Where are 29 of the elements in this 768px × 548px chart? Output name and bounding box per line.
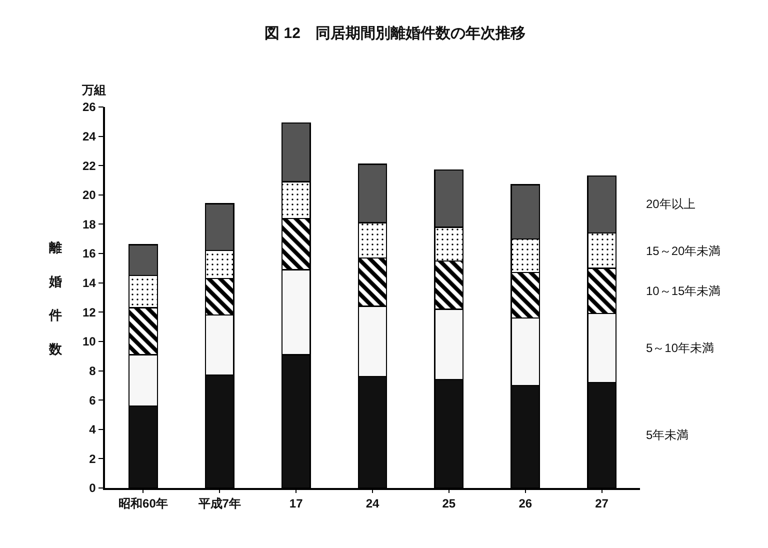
- y-tick-label: 22: [82, 158, 96, 173]
- text: 20年以上: [646, 197, 696, 211]
- x-tick-label: 24: [366, 496, 380, 510]
- chart-title: 図 12 同居期間別離婚件数の年次推移: [264, 25, 526, 42]
- y-tick-label: 14: [82, 276, 96, 290]
- y-tick-label: 12: [82, 305, 96, 320]
- y-tick-label: 20: [82, 188, 96, 202]
- y-tick-label: 4: [89, 422, 96, 437]
- x-tick-label: 平成7年: [197, 496, 241, 510]
- y-tick-label: 8: [89, 364, 96, 378]
- y-tick-label: 6: [89, 393, 96, 408]
- y-tick-label: 10: [82, 334, 96, 349]
- text: 10～15年未満: [646, 284, 721, 298]
- text: 5～10年未満: [646, 341, 714, 355]
- x-tick-label: 17: [289, 496, 304, 510]
- y-tick-label: 26: [82, 100, 96, 114]
- text: 離婚件数: [49, 240, 62, 356]
- y-tick-label: 2: [89, 452, 96, 466]
- y-tick-label: 0: [89, 481, 96, 496]
- text: 万組: [81, 83, 106, 97]
- x-tick-label: 昭和60年: [118, 496, 168, 510]
- x-tick-label: 27: [595, 496, 609, 510]
- y-tick-label: 16: [82, 246, 96, 261]
- x-tick-label: 26: [518, 496, 532, 510]
- x-tick-label: 25: [442, 496, 456, 510]
- text: 15～20年未満: [646, 244, 721, 258]
- y-tick-label: 24: [82, 130, 96, 144]
- y-tick-label: 18: [82, 217, 96, 232]
- text: 5年未満: [646, 428, 689, 442]
